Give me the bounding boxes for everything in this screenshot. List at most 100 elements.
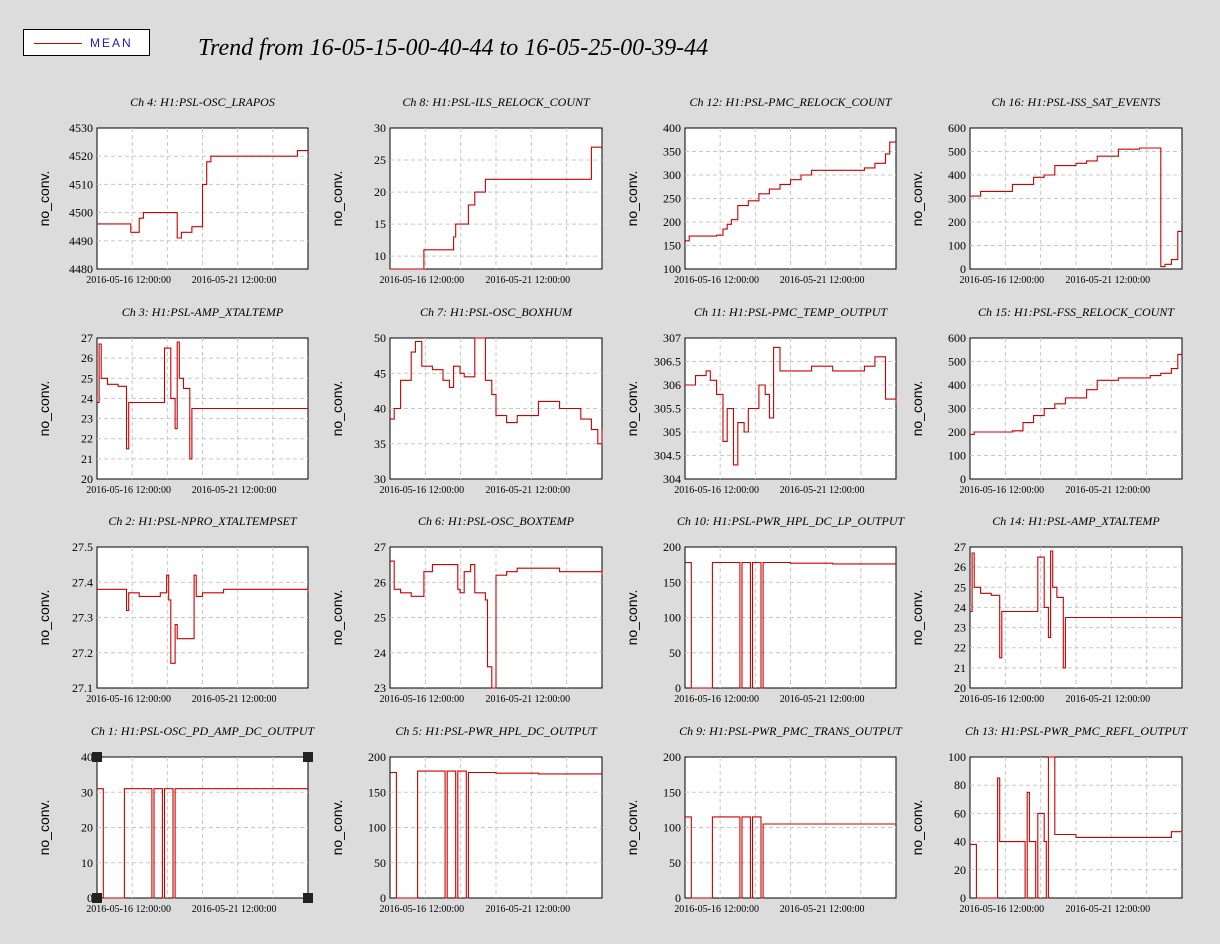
y-tick-label: 27.2 — [72, 646, 93, 660]
x-tick-label: 2016-05-16 12:00:00 — [959, 485, 1044, 496]
y-tick-label: 40 — [374, 402, 386, 416]
y-tick-label: 150 — [663, 239, 681, 253]
chart-title: Ch 13: H1:PSL-PWR_PMC_REFL_OUTPUT — [965, 724, 1188, 738]
y-tick-label: 21 — [954, 661, 966, 675]
series-line — [685, 346, 897, 466]
chart-title: Ch 1: H1:PSL-OSC_PD_AMP_DC_OUTPUT — [91, 724, 316, 738]
y-axis-label: no_conv. — [36, 381, 52, 437]
chart-title: Ch 3: H1:PSL-AMP_XTALTEMP — [122, 305, 284, 319]
y-tick-label: 27.1 — [72, 681, 93, 695]
x-tick-label: 2016-05-16 12:00:00 — [86, 694, 171, 705]
series-line — [97, 788, 308, 899]
chart-title: Ch 14: H1:PSL-AMP_XTALTEMP — [992, 514, 1160, 528]
y-tick-label: 4490 — [69, 234, 93, 248]
selection-handle[interactable] — [303, 752, 313, 762]
y-tick-label: 304 — [663, 472, 681, 486]
y-tick-label: 307 — [663, 331, 681, 345]
y-tick-label: 24 — [954, 600, 966, 614]
y-axis-label: no_conv. — [909, 171, 925, 227]
chart-title: Ch 16: H1:PSL-ISS_SAT_EVENTS — [992, 95, 1161, 109]
selection-handle[interactable] — [92, 752, 102, 762]
y-tick-label: 4530 — [69, 121, 93, 135]
series-line — [970, 550, 1182, 669]
x-tick-label: 2016-05-21 12:00:00 — [780, 275, 865, 286]
y-tick-label: 35 — [374, 437, 386, 451]
y-tick-label: 26 — [954, 560, 966, 574]
x-tick-label: 2016-05-21 12:00:00 — [485, 275, 570, 286]
x-tick-label: 2016-05-21 12:00:00 — [780, 485, 865, 496]
y-tick-label: 300 — [948, 192, 966, 206]
series-line — [685, 816, 897, 899]
y-tick-label: 100 — [948, 750, 966, 764]
x-tick-label: 2016-05-21 12:00:00 — [485, 485, 570, 496]
x-tick-label: 2016-05-21 12:00:00 — [1065, 904, 1150, 915]
y-tick-label: 20 — [374, 185, 386, 199]
y-tick-label: 150 — [368, 785, 386, 799]
series-line — [97, 341, 308, 460]
selection-handle[interactable] — [303, 893, 313, 903]
y-tick-label: 25 — [374, 611, 386, 625]
chart-title: Ch 4: H1:PSL-OSC_LRAPOS — [130, 95, 275, 109]
chart-title: Ch 10: H1:PSL-PWR_HPL_DC_LP_OUTPUT — [677, 514, 906, 528]
y-tick-label: 0 — [380, 891, 386, 905]
y-axis-label: no_conv. — [329, 800, 345, 856]
y-tick-label: 27.4 — [72, 575, 93, 589]
y-tick-label: 0 — [960, 262, 966, 276]
legend-label: MEAN — [90, 36, 133, 50]
y-tick-label: 200 — [368, 750, 386, 764]
y-axis-label: no_conv. — [36, 800, 52, 856]
y-tick-label: 25 — [81, 371, 93, 385]
x-tick-label: 2016-05-21 12:00:00 — [485, 694, 570, 705]
legend: MEAN — [23, 29, 150, 56]
x-tick-label: 2016-05-16 12:00:00 — [86, 904, 171, 915]
y-tick-label: 30 — [81, 785, 93, 799]
y-axis-label: no_conv. — [909, 381, 925, 437]
y-tick-label: 100 — [663, 821, 681, 835]
series-line — [390, 337, 603, 445]
y-tick-label: 304.5 — [654, 449, 681, 463]
y-tick-label: 50 — [374, 856, 386, 870]
y-tick-label: 15 — [374, 217, 386, 231]
y-tick-label: 20 — [81, 472, 93, 486]
y-tick-label: 80 — [954, 778, 966, 792]
x-tick-label: 2016-05-21 12:00:00 — [192, 275, 277, 286]
y-tick-label: 150 — [663, 785, 681, 799]
y-tick-label: 500 — [948, 145, 966, 159]
y-tick-label: 27.3 — [72, 611, 93, 625]
chart-title: Ch 6: H1:PSL-OSC_BOXTEMP — [418, 514, 575, 528]
x-tick-label: 2016-05-16 12:00:00 — [959, 904, 1044, 915]
y-tick-label: 100 — [948, 449, 966, 463]
y-tick-label: 40 — [954, 835, 966, 849]
y-tick-label: 300 — [663, 168, 681, 182]
y-tick-label: 4480 — [69, 262, 93, 276]
y-tick-label: 250 — [663, 192, 681, 206]
y-axis-label: no_conv. — [329, 590, 345, 646]
series-line — [970, 756, 1183, 899]
y-axis-label: no_conv. — [909, 800, 925, 856]
y-tick-label: 0 — [675, 891, 681, 905]
y-tick-label: 24 — [81, 391, 93, 405]
y-axis-label: no_conv. — [36, 590, 52, 646]
x-tick-label: 2016-05-16 12:00:00 — [674, 485, 759, 496]
series-line — [685, 561, 896, 689]
y-axis-label: no_conv. — [36, 171, 52, 227]
x-tick-label: 2016-05-16 12:00:00 — [674, 275, 759, 286]
x-tick-label: 2016-05-21 12:00:00 — [1065, 275, 1150, 286]
y-tick-label: 600 — [948, 331, 966, 345]
y-tick-label: 200 — [948, 425, 966, 439]
y-tick-label: 25 — [954, 580, 966, 594]
x-tick-label: 2016-05-21 12:00:00 — [192, 485, 277, 496]
chart-title: Ch 11: H1:PSL-PMC_TEMP_OUTPUT — [694, 305, 888, 319]
y-tick-label: 400 — [663, 121, 681, 135]
x-tick-label: 2016-05-16 12:00:00 — [86, 485, 171, 496]
x-tick-label: 2016-05-16 12:00:00 — [959, 275, 1044, 286]
y-tick-label: 4520 — [69, 149, 93, 163]
y-tick-label: 400 — [948, 378, 966, 392]
x-tick-label: 2016-05-16 12:00:00 — [379, 904, 464, 915]
chart-title: Ch 5: H1:PSL-PWR_HPL_DC_OUTPUT — [395, 724, 598, 738]
selection-handle[interactable] — [92, 893, 102, 903]
x-tick-label: 2016-05-21 12:00:00 — [1065, 694, 1150, 705]
y-tick-label: 500 — [948, 355, 966, 369]
y-tick-label: 305 — [663, 425, 681, 439]
y-tick-label: 306 — [663, 378, 681, 392]
